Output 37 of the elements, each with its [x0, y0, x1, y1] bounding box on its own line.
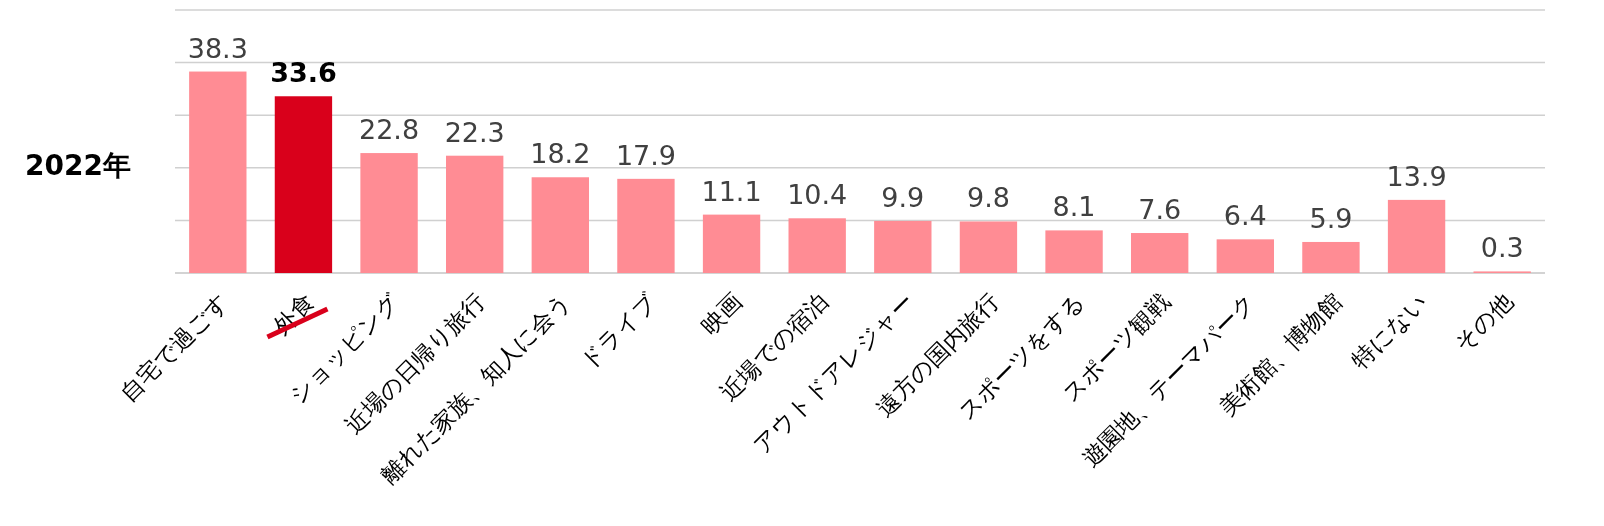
x-tick-label: 自宅で過ごす [115, 288, 234, 407]
x-tick-label: 映画 [696, 288, 748, 340]
data-label: 17.9 [615, 139, 676, 171]
data-label: 9.8 [966, 182, 1010, 214]
data-label: 0.3 [1480, 232, 1524, 264]
data-label: 13.9 [1386, 160, 1447, 192]
data-label: 22.8 [359, 114, 420, 146]
bar [617, 178, 675, 273]
bar [274, 96, 333, 273]
bar [446, 155, 504, 273]
bar [360, 153, 418, 273]
bar [1387, 199, 1446, 273]
bar [959, 221, 1018, 273]
bar [531, 177, 589, 273]
data-label: 18.2 [530, 138, 591, 170]
data-label: 22.3 [444, 116, 505, 148]
bar [1045, 230, 1103, 273]
bar [702, 214, 761, 273]
bar [1216, 239, 1274, 273]
data-label: 10.4 [787, 179, 848, 211]
data-label: 38.3 [187, 32, 248, 64]
bar [1302, 241, 1360, 273]
x-tick-label: その他 [1449, 288, 1518, 357]
bar [189, 71, 247, 273]
x-tick-label: ドライブ [575, 288, 662, 375]
data-label: 9.9 [881, 181, 925, 213]
x-tick-label: 特にない [1346, 288, 1433, 374]
data-label: 33.6 [270, 57, 337, 89]
data-label: 6.4 [1223, 200, 1267, 232]
bar [1131, 233, 1189, 273]
y-axis-title: 2022年 [25, 149, 131, 182]
bar [788, 218, 846, 273]
data-label: 7.6 [1138, 194, 1182, 226]
data-label: 8.1 [1052, 191, 1096, 223]
bar [874, 220, 932, 273]
data-label: 11.1 [701, 175, 762, 207]
data-label: 5.9 [1309, 202, 1353, 234]
